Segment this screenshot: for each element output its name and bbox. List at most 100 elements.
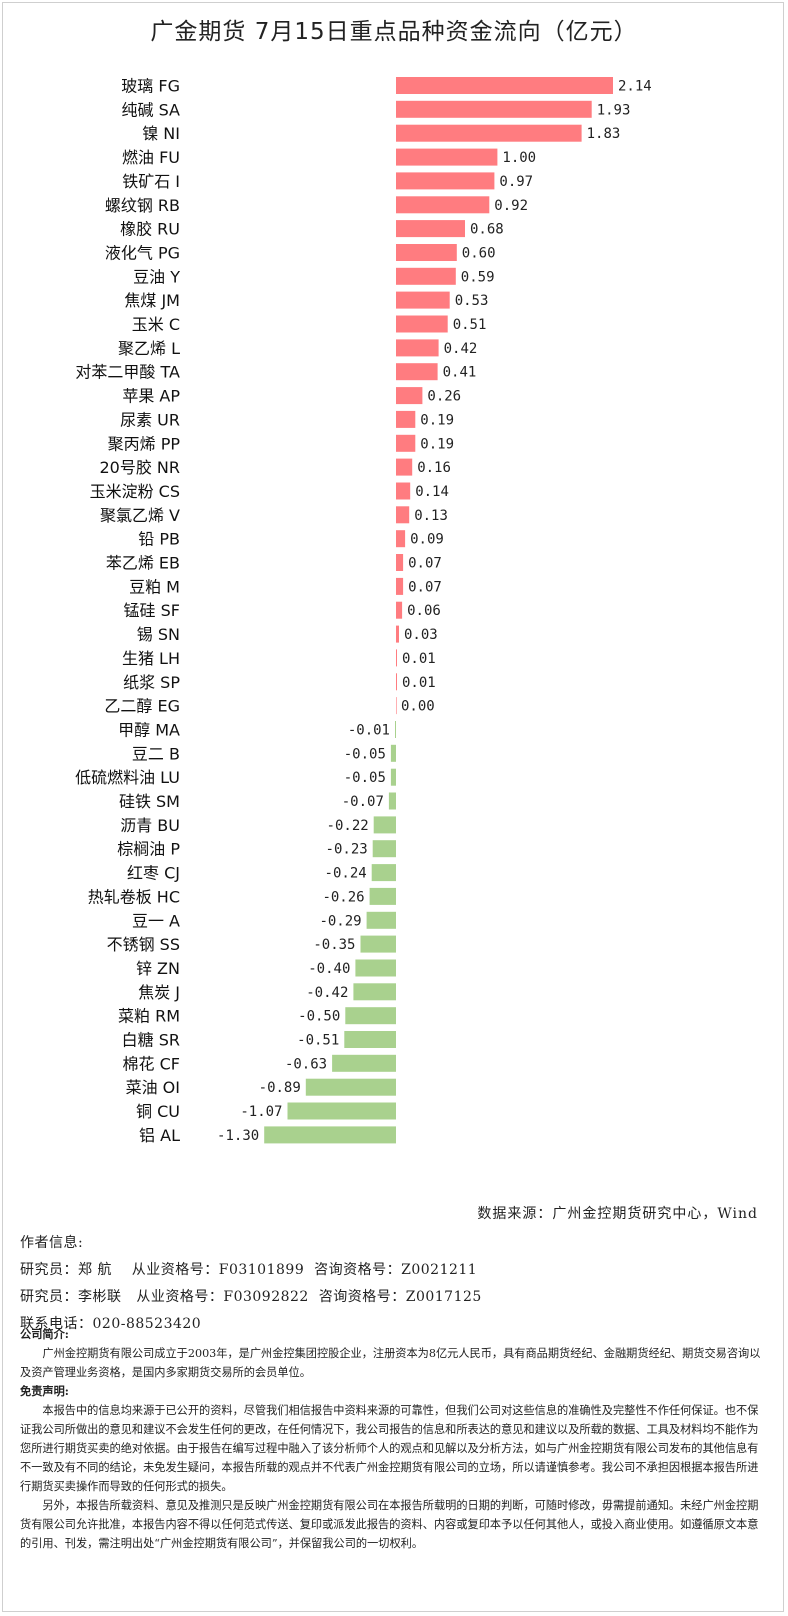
value-label: 1.93 <box>597 102 631 118</box>
value-label: 1.00 <box>502 150 536 166</box>
bar-44 <box>264 1126 396 1144</box>
category-label: 不锈钢 SS <box>107 935 180 954</box>
value-label: -0.05 <box>344 746 386 762</box>
bar-25 <box>396 673 397 691</box>
bar-12 <box>396 363 438 381</box>
value-label: 2.14 <box>618 79 652 95</box>
category-label: 聚乙烯 L <box>118 339 180 358</box>
category-label: 铜 CU <box>136 1102 180 1121</box>
value-label: 0.01 <box>402 651 436 667</box>
value-label: 0.06 <box>407 603 441 619</box>
value-label: -0.50 <box>298 1009 340 1025</box>
bar-27 <box>395 721 396 738</box>
disclaimer-paragraph-2: 另外，本报告所载资料、意见及推测只是反映广州金控期货有限公司在本报告所载明的日期… <box>20 1499 759 1550</box>
category-label: 液化气 PG <box>105 244 180 263</box>
category-label: 铁矿石 I <box>122 172 180 191</box>
category-label: 玻璃 FG <box>121 77 180 96</box>
bar-39 <box>345 1007 396 1025</box>
category-label: 乙二醇 EG <box>104 697 180 716</box>
author-info: 作者信息: 研究员：郑 航 从业资格号：F03101899 咨询资格号：Z002… <box>20 1230 770 1338</box>
category-label: 红枣 CJ <box>127 864 180 883</box>
category-label: 菜粕 RM <box>118 1007 180 1026</box>
bar-28 <box>390 744 396 762</box>
bar-9 <box>396 291 450 309</box>
value-label: 0.14 <box>415 484 449 500</box>
bar-30 <box>388 792 396 810</box>
bar-43 <box>287 1102 396 1120</box>
category-label: 豆二 B <box>132 744 180 763</box>
value-label: -0.26 <box>322 889 364 905</box>
category-label: 白糖 SR <box>122 1031 180 1050</box>
category-label: 焦炭 J <box>138 983 180 1002</box>
value-label: 0.07 <box>408 579 442 595</box>
bar-3 <box>396 148 498 166</box>
bar-16 <box>396 458 413 476</box>
value-label: 0.13 <box>414 508 448 524</box>
bar-35 <box>366 911 396 929</box>
category-label: 燃油 FU <box>122 148 180 167</box>
category-label: 橡胶 RU <box>120 220 180 239</box>
value-label: 0.51 <box>453 317 487 333</box>
value-label: 0.59 <box>461 269 495 285</box>
bar-22 <box>396 601 403 619</box>
bar-42 <box>305 1078 396 1096</box>
value-label: 0.00 <box>401 699 435 715</box>
bar-18 <box>396 506 410 524</box>
category-label: 螺纹钢 RB <box>105 196 180 215</box>
value-label: 1.83 <box>587 126 621 142</box>
category-label: 纯碱 SA <box>122 100 181 119</box>
company-intro: 广州金控期货有限公司成立于2003年，是广州金控集团控股企业，注册资本为8亿元人… <box>20 1347 761 1379</box>
bar-19 <box>396 530 406 548</box>
value-label: 0.19 <box>420 436 454 452</box>
contact-phone: 联系电话：020-88523420 <box>20 1316 202 1332</box>
category-label: 玉米淀粉 CS <box>90 482 180 501</box>
category-label: 聚丙烯 PP <box>108 434 181 453</box>
value-label: 0.19 <box>420 412 454 428</box>
bar-26 <box>396 697 397 715</box>
category-label: 玉米 C <box>132 315 180 334</box>
bar-23 <box>396 625 399 643</box>
value-label: 0.03 <box>404 627 438 643</box>
value-label: -0.29 <box>319 913 361 929</box>
category-label: 沥青 BU <box>120 816 180 835</box>
researcher-line-1: 研究员：郑 航 从业资格号：F03101899 咨询资格号：Z0021211 <box>20 1262 478 1278</box>
chart-title: 广金期货 7月15日重点品种资金流向（亿元） <box>150 19 638 45</box>
value-label: -0.05 <box>344 770 386 786</box>
category-label: 棕榈油 P <box>117 840 180 859</box>
data-source-note: 数据来源：广州金控期货研究中心，Wind <box>477 1206 758 1222</box>
category-label: 甲醇 MA <box>118 721 180 740</box>
category-label: 焦煤 JM <box>124 291 180 310</box>
value-label: 0.97 <box>499 174 533 190</box>
bar-36 <box>360 935 396 953</box>
category-label: 纸浆 SP <box>123 673 180 692</box>
disclaimer-heading: 免责声明: <box>20 1384 69 1398</box>
value-label: 0.42 <box>444 341 478 357</box>
disclaimer-paragraph-1: 本报告中的信息均来源于已公开的资料，尽管我们相信报告中资料来源的可靠性，但我们公… <box>20 1404 759 1493</box>
category-label: 尿素 UR <box>120 410 180 429</box>
value-label: -1.30 <box>217 1128 259 1144</box>
category-label: 棉花 CF <box>123 1054 180 1073</box>
value-label: -0.89 <box>259 1080 301 1096</box>
bar-4 <box>396 172 495 190</box>
bar-32 <box>372 840 396 858</box>
bar-40 <box>344 1031 396 1048</box>
category-label: 锰硅 SF <box>124 601 180 620</box>
bar-33 <box>371 864 396 882</box>
value-label: -0.22 <box>327 818 369 834</box>
bar-21 <box>396 577 404 595</box>
value-label: -0.40 <box>308 961 350 977</box>
value-label: 0.09 <box>410 532 444 548</box>
value-label: -0.63 <box>285 1056 327 1072</box>
bar-15 <box>396 434 416 452</box>
value-label: 0.92 <box>494 198 528 214</box>
bar-0 <box>396 77 613 94</box>
category-label: 铝 AL <box>139 1126 180 1145</box>
bar-17 <box>396 482 411 500</box>
category-label: 镍 NI <box>142 124 180 143</box>
category-label: 锌 ZN <box>136 959 180 978</box>
category-label: 硅铁 SM <box>119 792 180 811</box>
bar-11 <box>396 339 439 357</box>
value-label: -0.42 <box>306 985 348 1001</box>
value-label: -0.07 <box>342 794 384 810</box>
